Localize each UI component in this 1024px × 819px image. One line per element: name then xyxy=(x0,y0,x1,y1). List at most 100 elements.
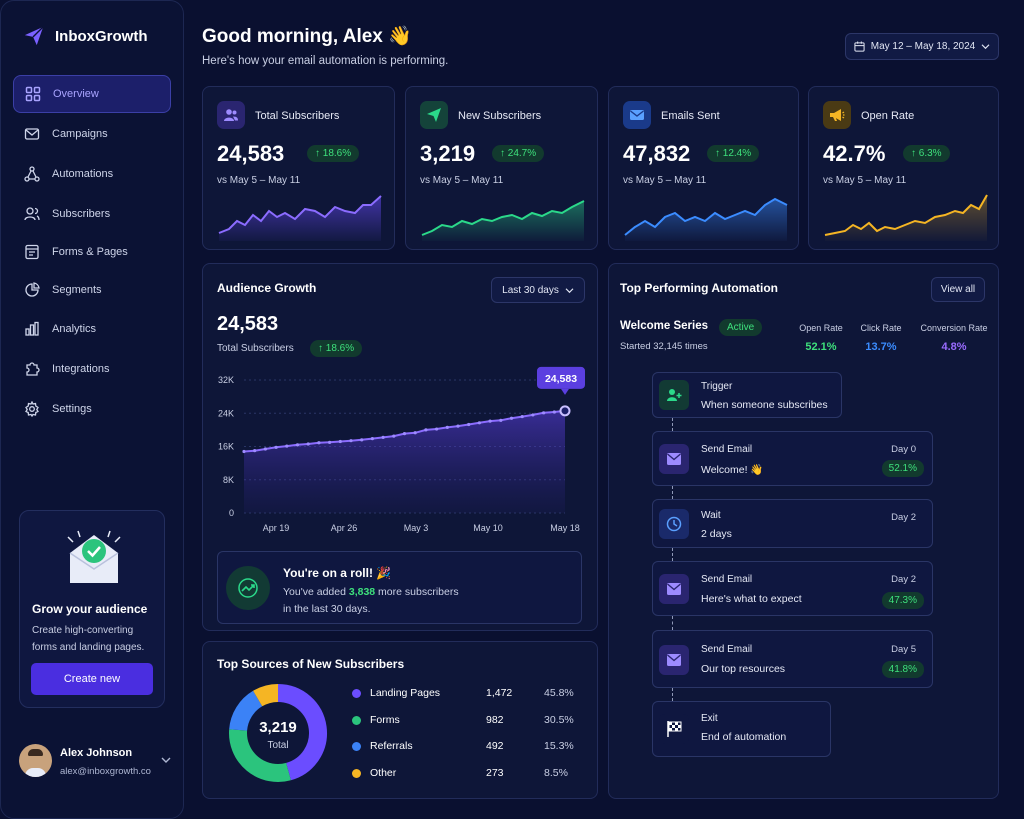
change-badge: ↑ 18.6% xyxy=(310,340,363,357)
flow-step-send-email[interactable]: Send Email Welcome! 👋 Day 0 52.1% xyxy=(652,431,933,486)
donut-slice[interactable] xyxy=(277,684,327,781)
user-plus-icon xyxy=(659,380,689,410)
metric-value: 52.1% xyxy=(805,341,837,353)
sidebar-item-analytics[interactable]: Analytics xyxy=(13,310,171,348)
source-count: 982 xyxy=(486,714,504,726)
stat-card-emails-sent[interactable]: Emails Sent 47,832 ↑ 12.4% vs May 5 – Ma… xyxy=(608,86,799,250)
page-subtitle: Here's how your email automation is perf… xyxy=(202,55,449,67)
source-name: Forms xyxy=(370,714,400,726)
step-title: Wait xyxy=(701,510,721,521)
source-row: Other 273 8.5% xyxy=(352,765,582,781)
metric-label: Conversion Rate xyxy=(920,323,988,333)
step-day: Day 2 xyxy=(891,512,916,523)
sidebar-item-forms-pages[interactable]: Forms & Pages xyxy=(13,233,171,271)
y-tick-label: 16K xyxy=(218,442,234,452)
flow-step-send-email[interactable]: Send Email Here's what to expect Day 2 4… xyxy=(652,561,933,616)
sources-donut-chart xyxy=(229,684,327,782)
sidebar-item-integrations[interactable]: Integrations xyxy=(13,350,171,388)
clock-icon xyxy=(659,509,689,539)
gear-icon xyxy=(25,401,39,417)
x-tick-label: May 18 xyxy=(550,523,580,533)
data-point xyxy=(488,419,492,423)
data-point xyxy=(317,441,321,445)
sidebar-item-settings[interactable]: Settings xyxy=(13,390,171,428)
mail-icon xyxy=(659,444,689,474)
sidebar-item-label: Integrations xyxy=(52,363,110,375)
period-select[interactable]: Last 30 days xyxy=(491,277,585,303)
growth-value: 24,583 xyxy=(217,313,279,335)
data-point xyxy=(520,414,524,419)
calendar-icon xyxy=(854,41,865,52)
data-point xyxy=(477,421,481,425)
flow-step-send-email[interactable]: Send Email Our top resources Day 5 41.8% xyxy=(652,630,933,688)
flow-connector xyxy=(672,548,673,561)
stat-card-open-rate[interactable]: Open Rate 42.7% ↑ 6.3% vs May 5 – May 11 xyxy=(808,86,999,250)
send-icon xyxy=(420,101,448,129)
flow-step-trigger[interactable]: Trigger When someone subscribes xyxy=(652,372,842,418)
donut-slice[interactable] xyxy=(229,690,263,732)
create-new-button[interactable]: Create new xyxy=(31,663,153,695)
avatar[interactable] xyxy=(19,744,52,777)
sidebar-item-label: Subscribers xyxy=(52,208,111,220)
promo-text: Create high-converting xyxy=(32,625,134,636)
change-badge: ↑ 6.3% xyxy=(903,145,950,162)
data-point xyxy=(552,410,556,414)
change-badge: ↑ 24.7% xyxy=(492,145,545,162)
y-tick-label: 8K xyxy=(223,475,234,485)
mail-icon xyxy=(623,101,651,129)
step-subtitle: 2 days xyxy=(701,528,732,540)
sidebar-item-label: Campaigns xyxy=(52,128,108,140)
x-tick-label: Apr 19 xyxy=(263,523,290,533)
sparkline xyxy=(218,195,382,241)
chevron-down-icon[interactable] xyxy=(161,756,171,764)
flow-connector xyxy=(672,688,673,701)
date-range-picker[interactable]: May 12 – May 18, 2024 xyxy=(845,33,999,60)
source-row: Forms 982 30.5% xyxy=(352,712,582,728)
audience-growth-card: Audience Growth Last 30 days 24,583 Tota… xyxy=(202,263,598,631)
data-point xyxy=(445,425,449,429)
app-logo[interactable]: InboxGrowth xyxy=(23,25,148,47)
audience-growth-chart: 0 8K 16K 24K 32K Apr 19 Apr 26 May 3 May 10 May 1… xyxy=(218,366,585,533)
donut-total-label: Total xyxy=(267,740,289,751)
mail-icon xyxy=(24,128,40,140)
last-data-point[interactable] xyxy=(559,405,571,417)
stat-card-new-subscribers[interactable]: New Subscribers 3,219 ↑ 24.7% vs May 5 –… xyxy=(405,86,598,250)
metric-value: 4.8% xyxy=(941,341,967,353)
automation-name[interactable]: Welcome Series xyxy=(620,320,709,332)
stat-title: Open Rate xyxy=(861,110,915,122)
data-point xyxy=(263,447,267,451)
data-point xyxy=(499,418,503,422)
sidebar-item-label: Settings xyxy=(52,403,92,415)
date-range-label: May 12 – May 18, 2024 xyxy=(870,41,976,52)
sidebar-item-subscribers[interactable]: Subscribers xyxy=(13,195,171,233)
view-all-button[interactable]: View all xyxy=(931,277,985,302)
data-point xyxy=(381,435,385,439)
megaphone-icon xyxy=(823,101,851,129)
sidebar-item-segments[interactable]: Segments xyxy=(13,271,171,309)
status-badge: Active xyxy=(719,319,763,336)
flow-step-exit[interactable]: Exit End of automation xyxy=(652,701,831,757)
card-title: Audience Growth xyxy=(217,281,317,295)
step-day: Day 5 xyxy=(891,644,916,655)
legend-dot xyxy=(352,768,361,778)
sidebar-item-campaigns[interactable]: Campaigns xyxy=(13,115,171,153)
data-point xyxy=(349,439,353,443)
roll-text: You've added 3,838 more subscribers xyxy=(283,586,459,598)
paper-plane-icon xyxy=(24,26,44,46)
flow-step-wait[interactable]: Wait 2 days Day 2 xyxy=(652,499,933,548)
data-point xyxy=(285,444,289,448)
step-title: Trigger xyxy=(701,381,733,392)
data-point xyxy=(295,443,300,447)
stat-title: New Subscribers xyxy=(458,110,542,122)
legend-dot xyxy=(352,688,361,698)
stat-compare: vs May 5 – May 11 xyxy=(420,175,504,186)
donut-slice[interactable] xyxy=(229,729,291,782)
envelope-check-icon xyxy=(67,530,121,583)
y-tick-label: 24K xyxy=(218,408,234,418)
sidebar-item-overview[interactable]: Overview xyxy=(13,75,171,113)
chevron-down-icon xyxy=(981,44,990,50)
source-pct: 30.5% xyxy=(544,714,574,726)
sidebar-item-automations[interactable]: Automations xyxy=(13,155,171,193)
stat-card-total-subscribers[interactable]: Total Subscribers 24,583 ↑ 18.6% vs May … xyxy=(202,86,395,250)
donut-slice[interactable] xyxy=(253,684,279,707)
